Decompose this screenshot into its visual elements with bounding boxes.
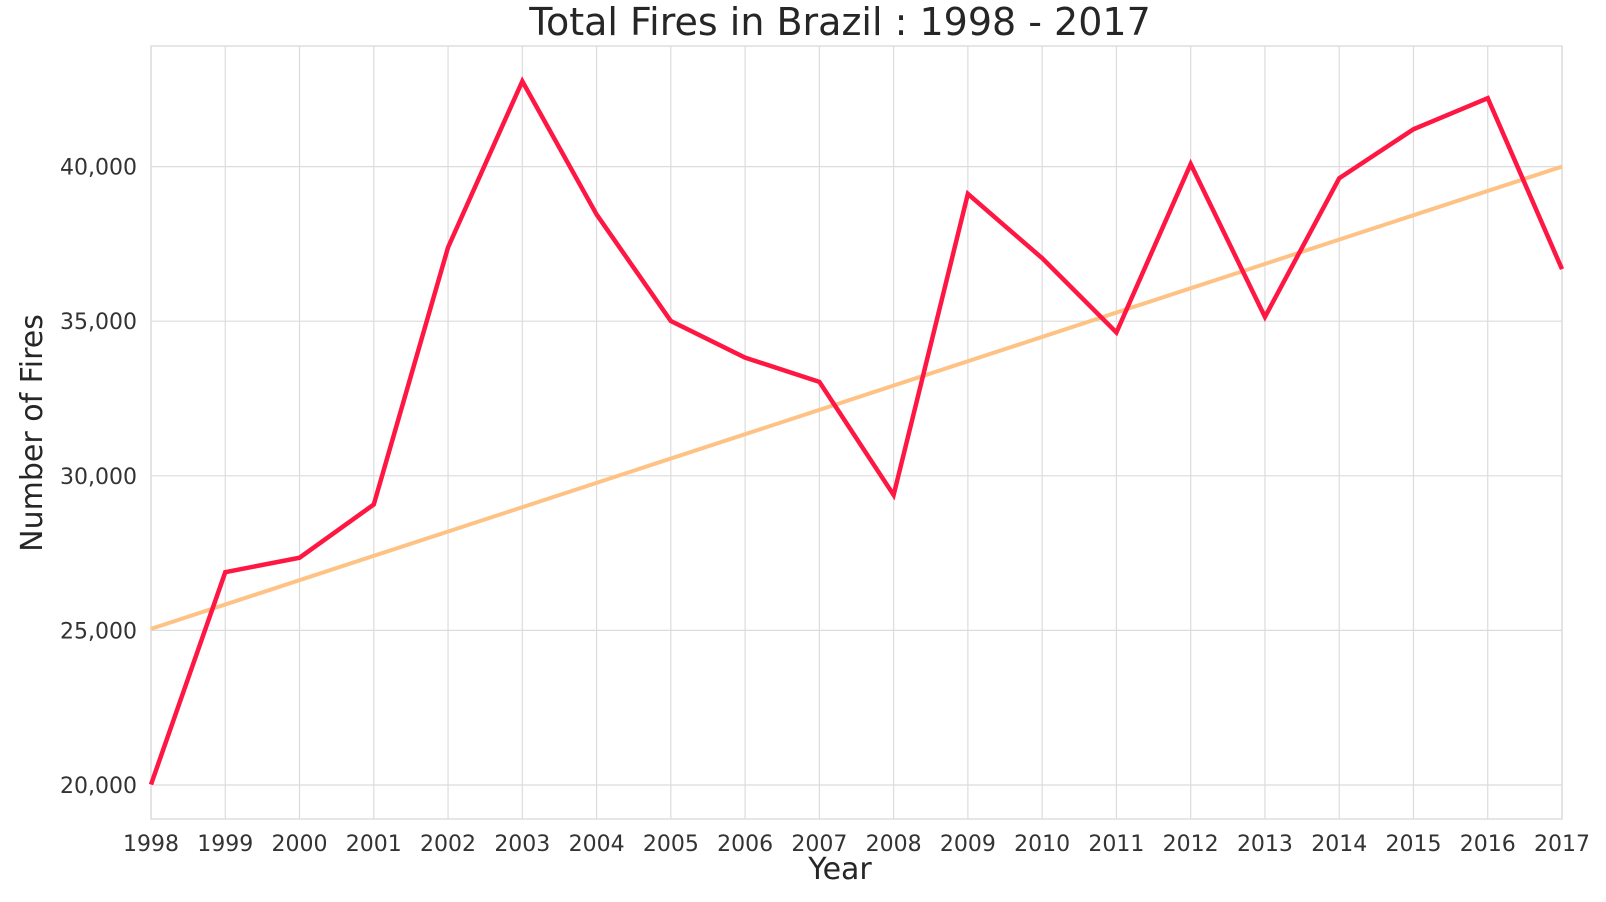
x-tick-label: 2017	[1534, 832, 1590, 857]
grid-lines	[150, 46, 1563, 819]
y-tick-label: 20,000	[60, 774, 137, 799]
x-axis-label: Year	[807, 852, 872, 887]
x-tick-label: 2013	[1237, 832, 1293, 857]
x-tick-label: 2010	[1014, 832, 1070, 857]
y-tick-label: 30,000	[60, 465, 137, 490]
x-axis-ticks: 1998 1999 2000 2001 2002 2003 2004 2005 2006 2007…	[123, 832, 1590, 857]
y-tick-label: 40,000	[60, 156, 137, 181]
x-tick-label: 2003	[494, 832, 550, 857]
y-tick-label: 25,000	[60, 619, 137, 644]
x-tick-label: 2002	[420, 832, 476, 857]
x-tick-label: 2005	[643, 832, 699, 857]
x-tick-label: 1999	[197, 832, 253, 857]
x-tick-label: 2000	[272, 832, 328, 857]
series-layer	[148, 76, 1565, 786]
x-tick-label: 2016	[1460, 832, 1516, 857]
x-tick-label: 2008	[866, 832, 922, 857]
y-axis-label: Number of Fires	[15, 314, 50, 552]
x-tick-label: 2004	[569, 832, 625, 857]
x-tick-label: 2006	[717, 832, 773, 857]
chart-title: Total Fires in Brazil : 1998 - 2017	[528, 0, 1151, 44]
x-tick-label: 2012	[1163, 832, 1219, 857]
x-tick-label: 2007	[791, 832, 847, 857]
x-tick-label: 2009	[940, 832, 996, 857]
x-tick-label: 2015	[1385, 832, 1441, 857]
plot-frame	[150, 45, 1563, 820]
y-axis-ticks: 20,000 25,000 30,000 35,000 40,000	[60, 156, 137, 799]
x-tick-label: 2001	[346, 832, 402, 857]
x-tick-label: 1998	[123, 832, 179, 857]
y-tick-label: 35,000	[60, 310, 137, 335]
series-line-trend	[150, 164, 1563, 631]
x-tick-label: 2011	[1088, 832, 1144, 857]
x-tick-label: 2014	[1311, 832, 1367, 857]
series-line-fires	[148, 76, 1565, 786]
